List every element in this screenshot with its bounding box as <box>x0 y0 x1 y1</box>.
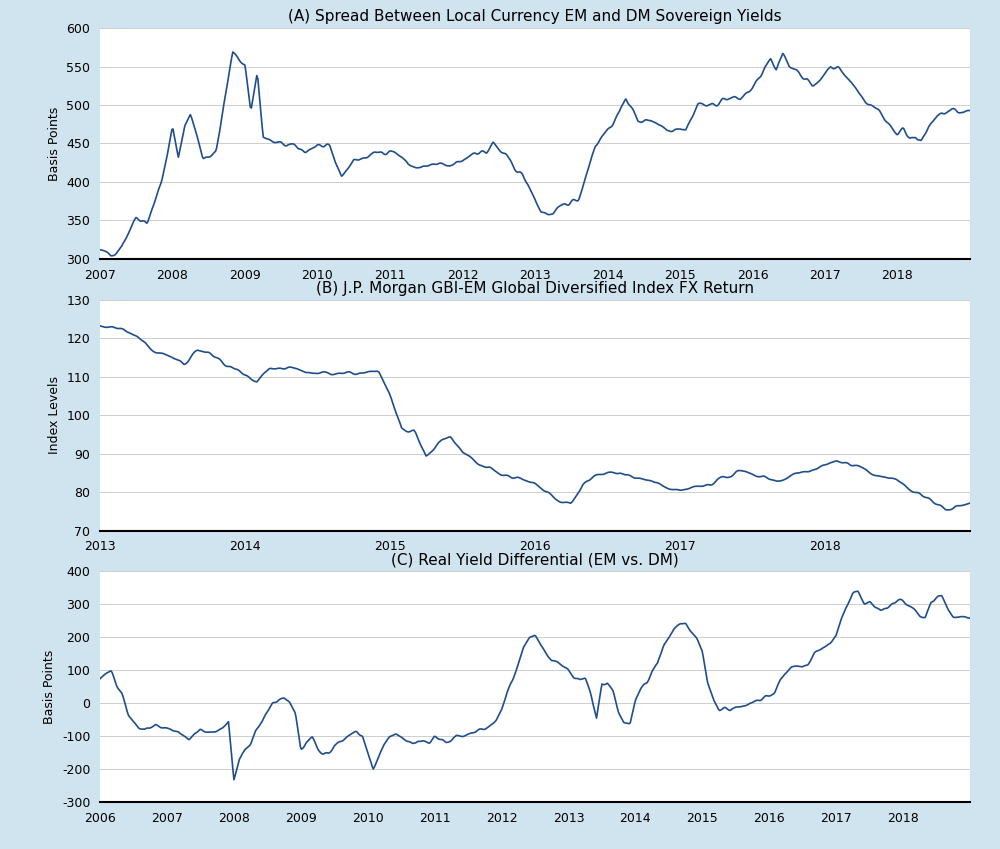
Title: (A) Spread Between Local Currency EM and DM Sovereign Yields: (A) Spread Between Local Currency EM and… <box>288 9 782 24</box>
Y-axis label: Index Levels: Index Levels <box>48 376 61 454</box>
Title: (C) Real Yield Differential (EM vs. DM): (C) Real Yield Differential (EM vs. DM) <box>391 553 679 567</box>
Title: (B) J.P. Morgan GBI-EM Global Diversified Index FX Return: (B) J.P. Morgan GBI-EM Global Diversifie… <box>316 281 754 295</box>
Y-axis label: Basis Points: Basis Points <box>48 106 61 181</box>
Y-axis label: Basis Points: Basis Points <box>43 649 56 724</box>
